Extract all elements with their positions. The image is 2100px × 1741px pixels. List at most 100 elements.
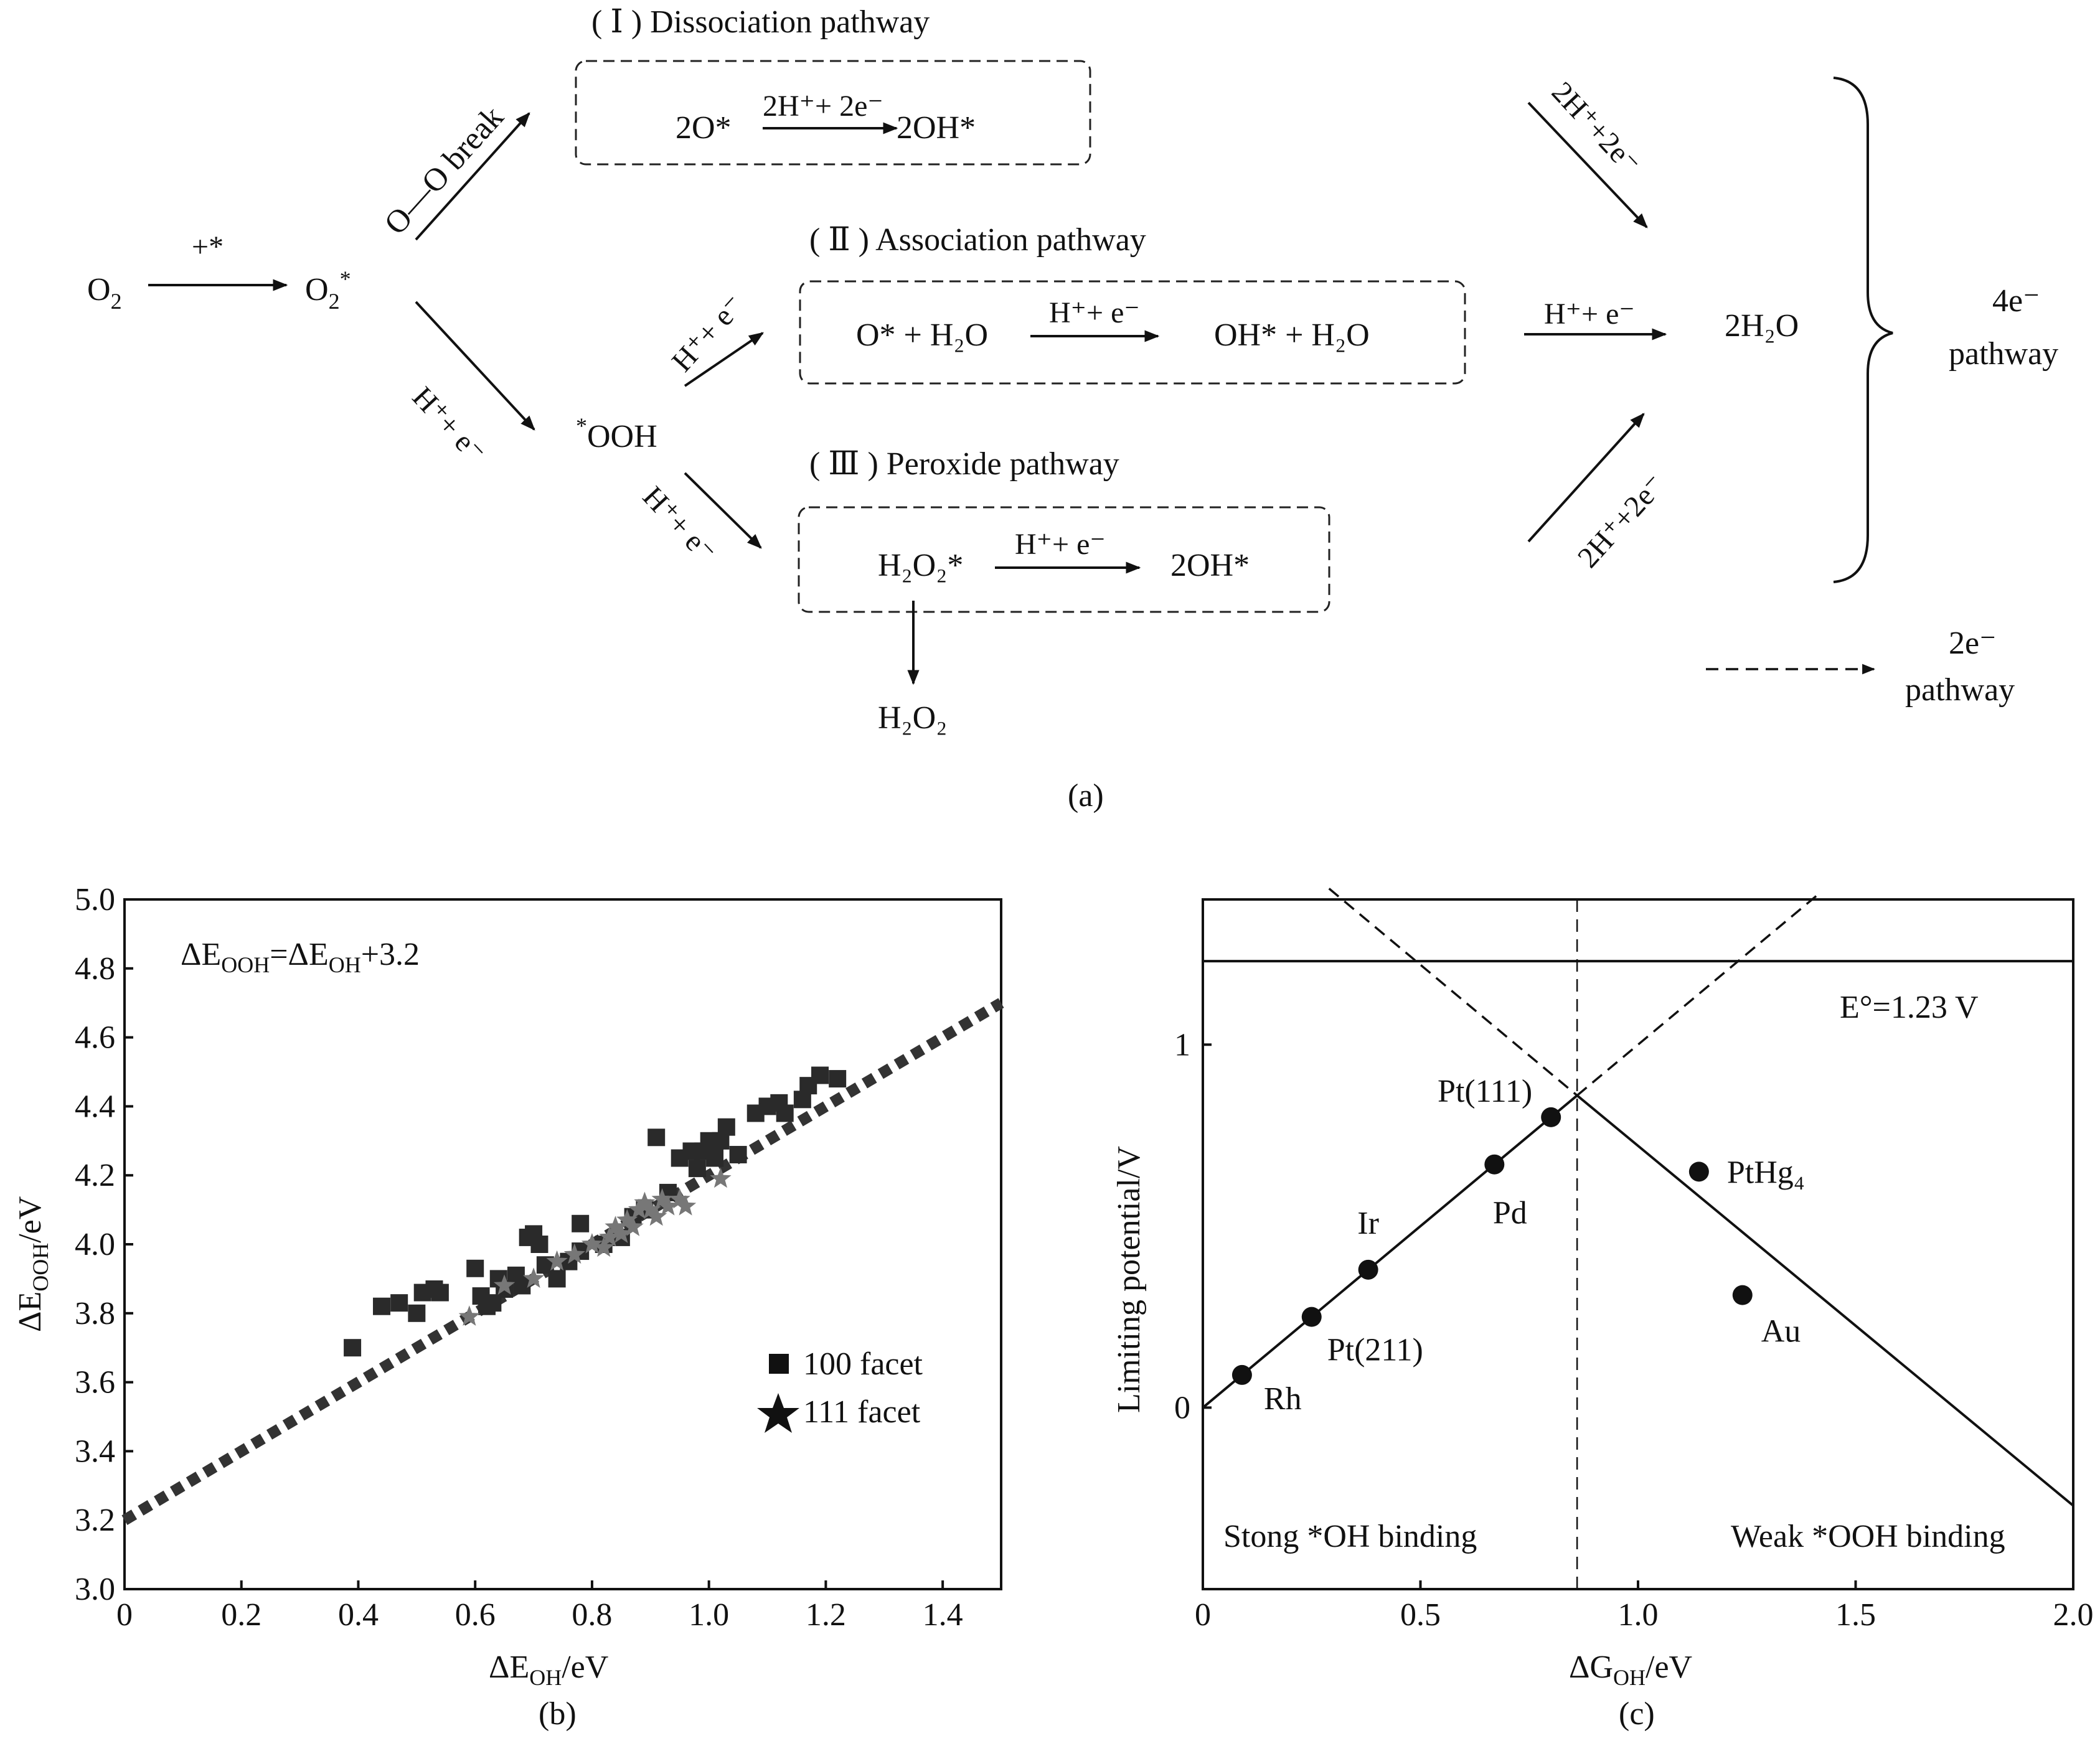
panel-c-volcano-line [1576,1094,2074,1507]
facet-100-point [344,1339,362,1357]
pathway-1-right: 2OH* [897,110,976,146]
panel-b-chart: 0 0.2 0.4 0.6 0.8 1.0 1.2 1.4 3.0 3.2 3.4 3.6 3.8 4.0… [12,882,1004,1732]
panel-c-volcano-line [1576,891,1822,1097]
facet-111-point [599,1226,621,1247]
panel-a-caption: (a) [1068,778,1104,814]
to-ooh-label: H⁺+ e⁻ [406,380,492,469]
panel-b-ytick-label: 3.0 [75,1572,115,1607]
panel-c-volcano-line [1328,888,1578,1097]
facet-111-point [581,1233,603,1254]
facet-100-point [706,1149,724,1167]
pathway-2-right: OH* + H₂O [1214,317,1370,353]
panel-c-region-right: Weak *OOH binding [1731,1519,2005,1554]
panel-c-xtick-label: 1.0 [1618,1597,1659,1633]
panel-b-xtick-label: 0.2 [221,1597,261,1633]
panel-b-caption: (b) [539,1696,577,1732]
oo-break-arrow [415,112,530,241]
facet-100-point [688,1160,706,1178]
catalyst-point [1301,1307,1322,1327]
panel-b-ytick-label: 3.4 [75,1434,115,1469]
facet-111-point [458,1305,480,1326]
panel-c-ytick-label: 1 [1174,1027,1190,1063]
facet-100-point [647,1129,666,1147]
panel-b-xtick-label: 0 [116,1597,133,1633]
catalyst-label: Rh [1264,1381,1302,1417]
panel-b-ylabel: ΔEOOH/eV [12,1196,53,1332]
panel-b-xtick-label: 0.8 [572,1597,612,1633]
pathway-3-arrow-label: H⁺+ e⁻ [1015,528,1106,561]
pathway-2-left: O* + H₂O [856,317,988,353]
panel-a-diagram: O2 +* O2* O—O break H⁺+ e⁻ *OOH H⁺+ e⁻ H… [87,4,2058,814]
catalyst-label: Pt(111) [1438,1074,1532,1109]
facet-111-point [669,1188,690,1209]
oo-break-label: O—O break [378,100,511,242]
panel-b-xtick-label: 1.2 [806,1597,846,1633]
panel-c-xlabel: ΔGOH/eV [1569,1649,1692,1690]
pathway-2-box [799,280,1466,385]
pathway-3-to-water-label: 2H⁺+2e⁻ [1571,468,1672,575]
facet-111-point [651,1188,673,1209]
legend-100-facet: 100 facet [803,1346,923,1382]
two-electron-label: 2e⁻ [1949,626,1997,661]
panel-b-xtick-label: 1.0 [689,1597,729,1633]
panel-b-equation: ΔEOOH=ΔEOH+3.2 [181,937,420,977]
facet-111-point [622,1216,644,1236]
facet-111-point [634,1191,656,1213]
facet-100-point [811,1066,829,1084]
to-ooh-arrow [415,301,535,431]
facet-111-point [616,1209,638,1229]
catalyst-point [1688,1161,1709,1182]
facet-111-point [563,1243,585,1264]
panel-b-plot-frame [123,898,1002,1590]
panel-c-xtick-label: 2.0 [2053,1597,2094,1633]
panel-c-caption: (c) [1619,1696,1655,1732]
facet-111-point [605,1216,626,1236]
facet-100-point [729,1145,747,1163]
panel-b-ytick-label: 4.2 [75,1158,115,1193]
catalyst-point [1484,1154,1505,1175]
water-label: 2H₂O [1725,308,1799,344]
facet-100-point [717,1118,735,1136]
catalyst-point [1231,1364,1252,1385]
facet-111-point [639,1198,661,1219]
panel-b-xtick-label: 0.4 [338,1597,379,1633]
catalyst-label: Pt(211) [1327,1333,1423,1368]
catalyst-label: Au [1761,1314,1801,1349]
facet-100-point [572,1214,590,1232]
o2-star-label: O2* [305,266,351,314]
panel-c-ylabel: Limiting potential/V [1111,1146,1147,1413]
facet-111-point [546,1250,568,1271]
panel-b-ytick-label: 5.0 [75,882,115,917]
ooh-to-association-arrow [684,332,764,387]
facet-100-point [373,1297,391,1315]
panel-b-xtick-label: 0.6 [455,1597,496,1633]
panel-c-chart: 0 0.5 1.0 1.5 2.0 0 1 Rh Pt(211) Ir Pd Pt(111) PtHg… [1111,888,2094,1732]
catalyst-point [1358,1259,1378,1280]
facet-100-point [390,1294,408,1312]
two-electron-pathway-label: pathway [1905,672,2015,708]
ooh-to-association-label: H⁺+ e⁻ [666,289,751,378]
panel-b-ytick-label: 4.4 [75,1089,115,1124]
facet-111-point [593,1236,614,1257]
panel-b-ytick-label: 3.6 [75,1365,115,1401]
facet-100-point [466,1259,484,1277]
panel-c-xtick-label: 1.5 [1835,1597,1876,1633]
pathway-1-box [575,60,1091,166]
pathway-3-title: ( Ⅲ ) Peroxide pathway [809,446,1119,482]
panel-b-xlabel: ΔEOH/eV [489,1649,608,1690]
facet-100-point [829,1070,847,1088]
pathway-1-to-water-label: 2H⁺+2e⁻ [1545,75,1647,181]
pathway-1-title: ( Ⅰ ) Dissociation pathway [591,4,930,40]
catalyst-point [1541,1107,1561,1127]
ooh-label: *OOH [576,413,657,454]
catalyst-point [1732,1285,1753,1305]
four-electron-pathway-label: pathway [1949,336,2058,372]
pathway-1-left: 2O* [676,110,732,146]
panel-b-ytick-label: 3.8 [75,1296,115,1331]
facet-111-point [610,1222,632,1243]
facet-111-point [675,1195,697,1216]
facet-111-point [657,1195,679,1216]
pathway-2-title: ( Ⅱ ) Association pathway [809,222,1146,258]
facet-100-point [408,1304,426,1322]
